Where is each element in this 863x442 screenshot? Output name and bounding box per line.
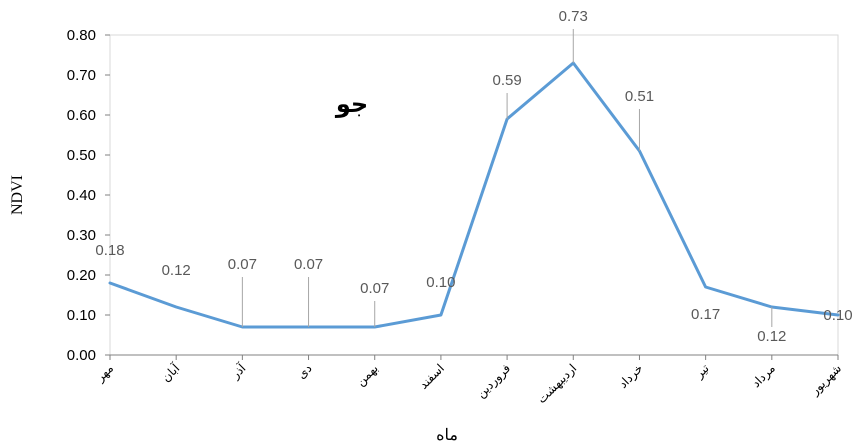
x-tick-label: مرداد [749,361,779,391]
y-axis: 0.00 0.10 0.20 0.30 0.40 0.50 0.60 0.70 0.80 [67,27,110,364]
x-tick-label: خرداد [616,361,646,391]
x-tick-label: مهر [92,361,116,385]
y-tick-label: 0.40 [67,187,96,204]
data-label: 0.07 [360,280,389,297]
x-axis-title: ماه [436,427,458,442]
x-tick-label: اسفند [416,361,447,392]
data-label: 0.10 [426,274,455,291]
x-tick-label: دی [294,361,314,381]
x-tick-label: آبان [158,360,183,385]
data-label: 0.07 [294,256,323,273]
y-axis-title: NDVI [9,175,26,215]
chart-title: جو [335,90,368,118]
data-label: 0.18 [95,242,124,259]
data-label: 0.12 [162,262,191,279]
data-label: 0.17 [691,306,720,323]
y-tick-label: 0.50 [67,147,96,164]
x-tick-label: فروردین [474,361,514,401]
y-tick-label: 0.10 [67,307,96,324]
plot-frame [109,34,839,356]
x-tick-label: آذر [227,360,250,383]
data-label: 0.10 [823,307,852,324]
x-tick-label: بهمن [353,361,381,389]
y-tick-label: 0.80 [67,27,96,44]
series-line [108,61,840,329]
data-label: 0.12 [757,328,786,345]
y-tick-label: 0.20 [67,267,96,284]
y-tick-label: 0.00 [67,347,96,364]
x-axis: مهر آبان آذر دی بهمن اسفند فروردین اردیبهشت خردا… [92,355,845,407]
data-label: 0.51 [625,88,654,105]
data-label-leaders [241,29,773,327]
y-tick-label: 0.70 [67,67,96,84]
x-tick-label: تیر [692,361,713,382]
x-tick-label: اردیبهشت [535,361,581,407]
data-label: 0.59 [492,72,521,89]
y-tick-label: 0.30 [67,227,96,244]
y-tick-label: 0.60 [67,107,96,124]
x-tick-label: شهریور [807,361,845,399]
data-labels: 0.18 0.12 0.07 0.07 0.07 0.10 0.59 0.73 0.51 0.17… [95,8,852,345]
data-label: 0.07 [228,256,257,273]
data-label: 0.73 [559,8,588,25]
